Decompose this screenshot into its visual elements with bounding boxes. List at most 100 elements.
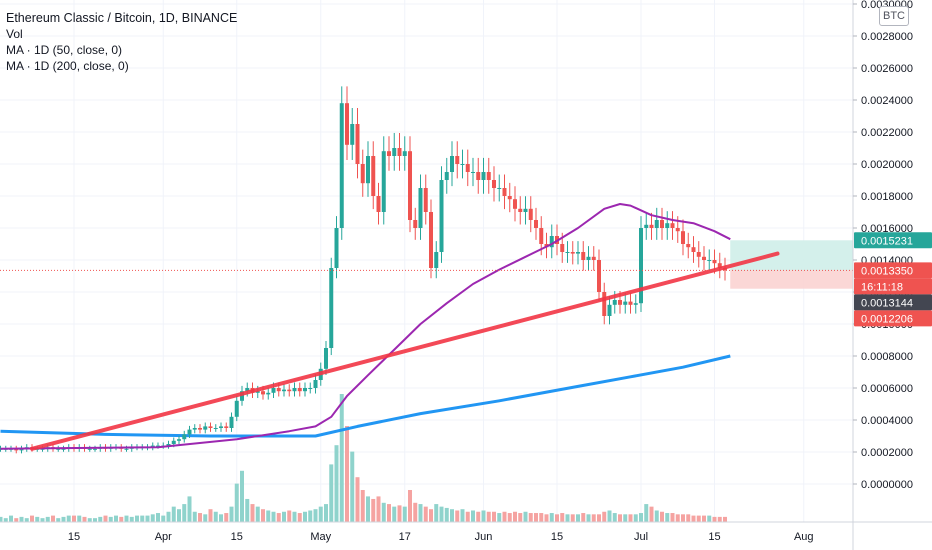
volume-bar <box>166 511 171 522</box>
volume-bar <box>696 515 701 522</box>
volume-bar <box>434 504 439 522</box>
volume-bar <box>292 511 297 522</box>
candle-body <box>355 124 360 164</box>
volume-bar <box>534 513 538 522</box>
volume-indicator-label[interactable]: Vol <box>6 27 23 41</box>
candle-body <box>350 124 355 145</box>
volume-bar <box>371 498 376 522</box>
price-label-last[interactable]: 0.0013350 <box>854 262 932 279</box>
price-label-stop[interactable]: 0.0012206 <box>854 310 932 327</box>
volume-bar <box>114 515 118 522</box>
candle-body <box>303 388 307 392</box>
candle-body <box>528 208 533 220</box>
candle-body <box>639 228 643 304</box>
volume-bar <box>77 515 82 522</box>
volume-bar <box>381 502 386 522</box>
time-tick-label: 15 <box>551 531 563 543</box>
symbol-title[interactable]: Ethereum Classic / Bitcoin, 1D, BINANCE <box>6 11 238 25</box>
candle-body <box>518 208 523 212</box>
price-label-dark[interactable]: 0.0013144 <box>854 294 932 311</box>
volume-bar <box>250 504 255 522</box>
volume-bar <box>14 518 19 522</box>
ma200-indicator-label[interactable]: MA · 1D (200, close, 0) <box>6 59 129 73</box>
candle-body <box>460 164 465 165</box>
candle-body <box>717 263 722 268</box>
candle-body <box>61 448 66 450</box>
candle-body <box>334 228 339 268</box>
volume-bar <box>502 511 507 522</box>
volume-bar <box>450 509 454 522</box>
volume-bar <box>287 510 292 522</box>
price-tick-label: 0.0016000 <box>861 223 913 235</box>
candle-body <box>177 439 181 441</box>
price-label-target[interactable]: 0.0015231 <box>854 232 932 249</box>
volume-bar <box>366 496 370 522</box>
price-tick-label: 0.0022000 <box>861 127 913 139</box>
volume-bar <box>387 504 391 522</box>
volume-bar <box>140 515 145 522</box>
candle-body <box>670 223 675 228</box>
candle-body <box>255 391 260 393</box>
volume-bar <box>334 445 339 522</box>
candle-body <box>308 388 313 389</box>
volume-bar <box>87 518 92 522</box>
volume-bar <box>187 496 192 522</box>
volume-bar <box>40 518 45 522</box>
volume-bar <box>350 451 355 522</box>
volume-bar <box>177 509 181 522</box>
candle-body <box>681 231 685 244</box>
volume-bar <box>660 511 664 522</box>
volume-bar <box>455 510 460 522</box>
volume-bar <box>45 516 50 522</box>
volume-bar <box>271 511 276 522</box>
volume-bar <box>576 514 580 522</box>
candle-body <box>696 252 701 257</box>
candle-body <box>408 151 412 220</box>
volume-bar <box>444 507 449 522</box>
candle-body <box>266 392 271 395</box>
volume-bar <box>523 511 528 522</box>
candle-body <box>397 148 402 156</box>
volume-bar <box>355 477 360 522</box>
candle-body <box>612 300 617 305</box>
candle-body <box>486 172 491 180</box>
volume-bar <box>360 490 365 522</box>
volume-bar <box>549 513 554 522</box>
volume-bar <box>30 515 34 522</box>
time-tick-label: 15 <box>68 531 80 543</box>
candle-body <box>87 448 92 450</box>
price-tick-label: 0.0026000 <box>861 63 913 75</box>
candle-body <box>628 301 633 305</box>
candle-body <box>660 220 664 228</box>
stop-zone <box>730 270 862 289</box>
volume-bar <box>245 498 250 522</box>
volume-bar <box>681 514 685 522</box>
volume-bar <box>607 510 612 522</box>
volume-bar <box>35 516 40 522</box>
price-tick-label: 0.0020000 <box>861 159 913 171</box>
currency-badge[interactable]: BTC <box>879 6 909 26</box>
volume-bar <box>675 514 680 522</box>
price-label-box <box>854 232 932 249</box>
candle-body <box>691 247 696 252</box>
volume-bar <box>413 502 418 522</box>
volume-bar <box>654 510 659 522</box>
price-tick-label: 0.0028000 <box>861 31 913 43</box>
price-tick-label: 0.0002000 <box>861 447 913 459</box>
volume-bar <box>135 515 139 522</box>
ma50-indicator-label[interactable]: MA · 1D (50, close, 0) <box>6 43 123 57</box>
price-label-countdown[interactable]: 16:11:18 <box>854 278 932 295</box>
volume-bar <box>639 513 643 522</box>
candle-body <box>565 252 570 253</box>
price-label-text: 16:11:18 <box>861 281 903 293</box>
price-tick-label: 0.0000000 <box>861 479 913 491</box>
volume-bar <box>497 513 502 522</box>
ma50-line <box>0 203 731 450</box>
volume-bar <box>513 511 517 522</box>
volume-bar <box>418 504 423 522</box>
price-tick-label: 0.0004000 <box>861 415 913 427</box>
candle-body <box>402 151 407 156</box>
time-tick-label: May <box>310 531 331 543</box>
volume-bar <box>460 509 465 522</box>
